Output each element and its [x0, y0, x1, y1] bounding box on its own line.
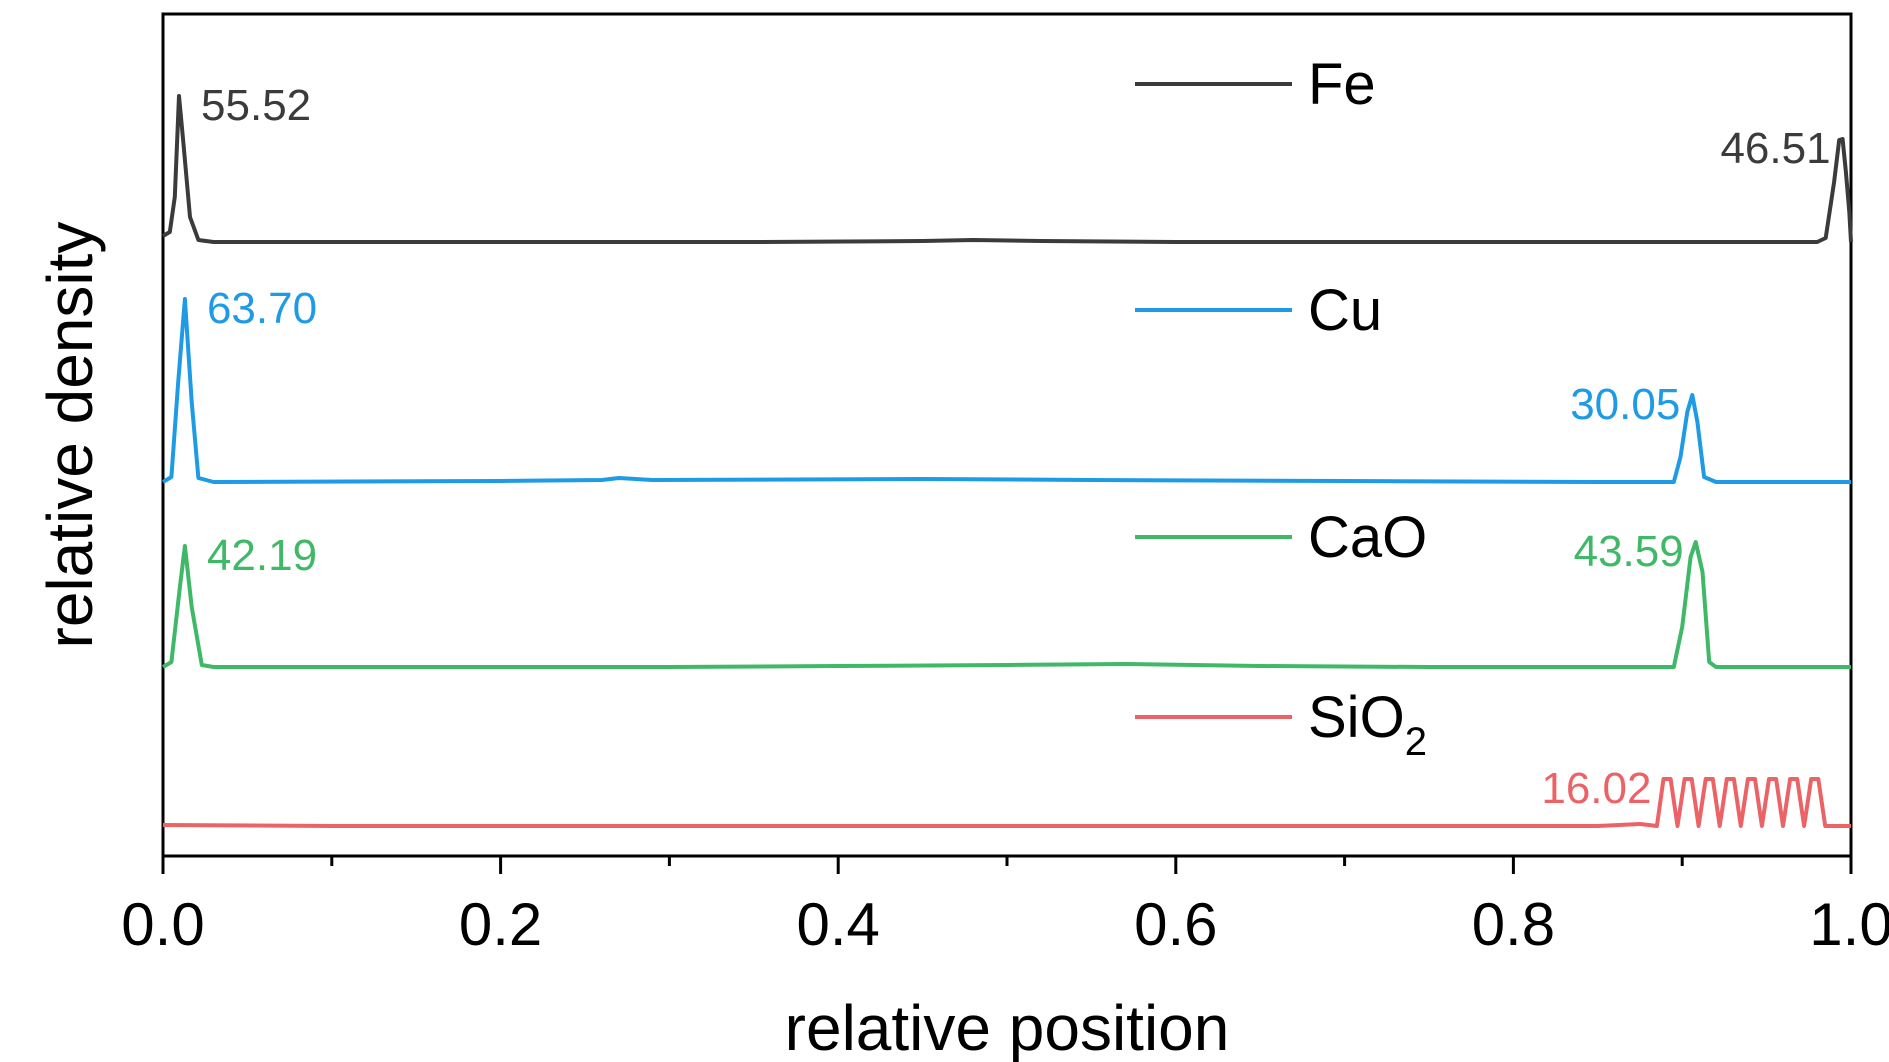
peak-annotations: 55.52 46.51 63.70 30.05 42.19 43.59 16.02	[201, 81, 1831, 813]
x-tick-label-3: 0.6	[1134, 891, 1217, 958]
x-tick-label-5: 1.0	[1809, 891, 1889, 958]
peak-label-cao-2: 43.59	[1574, 527, 1684, 576]
x-axis-ticks: 0.0 0.2 0.4 0.6 0.8 1.0	[121, 856, 1889, 958]
series-line-cu	[161, 297, 1851, 484]
legend-label-cu: Cu	[1308, 278, 1382, 343]
series-layer	[161, 94, 1853, 828]
legend-label-sio: SiO2	[1308, 685, 1427, 764]
x-tick-label-2: 0.4	[796, 891, 879, 958]
series-line-fe	[161, 94, 1853, 244]
plot-area	[161, 12, 1853, 858]
x-tick-label-4: 0.8	[1472, 891, 1555, 958]
series-line-cao	[161, 540, 1851, 669]
peak-label-sio-1: 16.02	[1541, 764, 1651, 813]
series-line-sio	[162, 777, 1851, 828]
legend: Fe Cu CaO SiO2	[1135, 52, 1427, 764]
x-tick-label-0: 0.0	[121, 891, 204, 958]
y-axis-title: relative density	[34, 222, 106, 649]
peak-label-cu-1: 63.70	[207, 284, 317, 333]
peak-label-fe-2: 46.51	[1720, 124, 1830, 173]
peak-label-cu-2: 30.05	[1570, 380, 1680, 429]
legend-label-fe: Fe	[1308, 52, 1376, 117]
peak-label-cao-1: 42.19	[207, 531, 317, 580]
legend-label-cao: CaO	[1308, 505, 1427, 570]
x-tick-label-1: 0.2	[459, 891, 542, 958]
peak-label-fe-1: 55.52	[201, 81, 311, 130]
x-axis-title: relative position	[785, 992, 1230, 1062]
